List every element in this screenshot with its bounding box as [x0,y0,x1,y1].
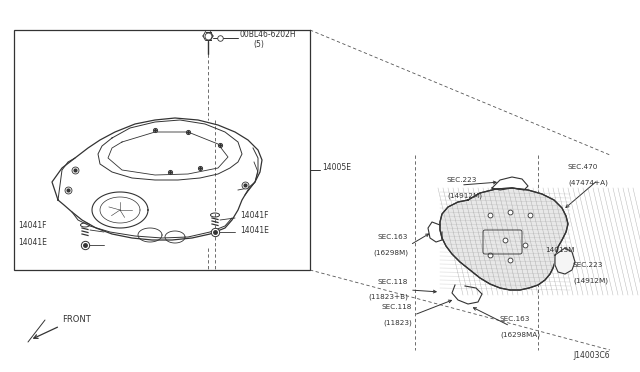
Text: SEC.470: SEC.470 [568,164,598,170]
Text: 14041E: 14041E [18,237,47,247]
Text: 00BL46-6202H: 00BL46-6202H [240,30,296,39]
Text: SEC.118: SEC.118 [378,279,408,285]
Bar [14,30,310,270]
Text: FRONT: FRONT [62,315,91,324]
Text: SEC.163: SEC.163 [378,234,408,240]
Text: (14912M): (14912M) [573,277,608,283]
Text: 14005E: 14005E [322,163,351,171]
Text: (16298M): (16298M) [373,249,408,256]
Text: (11823+B): (11823+B) [368,294,408,301]
Text: (16298MA): (16298MA) [500,331,540,337]
Text: (47474+A): (47474+A) [568,179,608,186]
Text: SEC.118: SEC.118 [381,304,412,310]
Text: SEC.163: SEC.163 [500,316,531,322]
Text: (11823): (11823) [383,319,412,326]
Text: 14041F: 14041F [18,221,47,230]
Text: (5): (5) [253,40,264,49]
Text: 14041E: 14041E [240,225,269,234]
Text: (14912M): (14912M) [447,192,482,199]
Text: 14013M: 14013M [545,247,574,253]
Text: SEC.223: SEC.223 [447,177,477,183]
Text: SEC.223: SEC.223 [573,262,604,268]
Polygon shape [440,188,568,290]
Text: 14041F: 14041F [240,211,269,219]
Text: J14003C6: J14003C6 [573,350,610,359]
Polygon shape [555,248,575,274]
